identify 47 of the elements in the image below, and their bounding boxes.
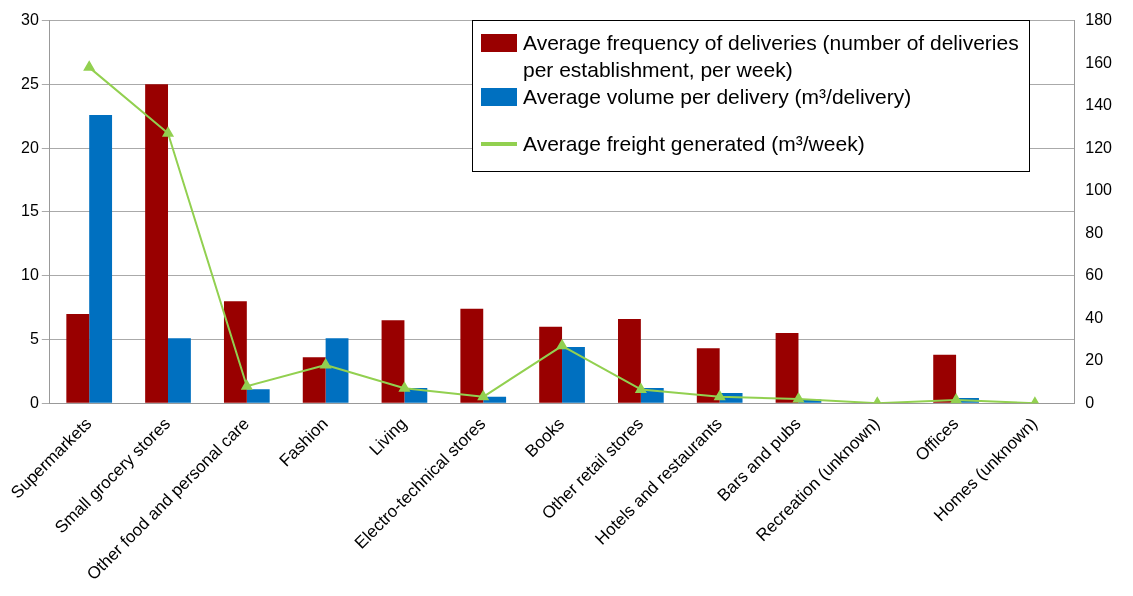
bar	[325, 338, 349, 403]
point	[162, 127, 174, 137]
point	[477, 390, 489, 401]
y2-tick-label: 120	[1085, 138, 1113, 156]
bar	[539, 326, 563, 403]
y2-tick-label: 160	[1085, 53, 1113, 71]
y-tick-label: 0	[29, 393, 39, 411]
point	[793, 392, 804, 403]
point	[399, 382, 410, 392]
point	[320, 358, 331, 369]
bar	[775, 333, 799, 403]
bar	[246, 389, 270, 403]
legend-label: Average freight generated (m³/week)	[523, 131, 865, 157]
bar	[562, 347, 585, 403]
y-tick-label: 15	[21, 202, 39, 220]
y-tick-label: 10	[21, 266, 39, 284]
y2-tick-label: 100	[1085, 181, 1113, 199]
bar	[460, 308, 484, 403]
y2-tick-label: 140	[1085, 96, 1113, 114]
y2-tick-label: 180	[1085, 11, 1113, 29]
legend-label: Average volume per delivery (m³/delivery)	[523, 84, 912, 110]
point	[83, 61, 95, 71]
bar	[933, 354, 957, 403]
bar	[66, 313, 90, 403]
point	[714, 390, 725, 401]
bar	[223, 301, 247, 403]
y-tick-label: 30	[21, 11, 39, 29]
y-tick-label: 5	[29, 329, 39, 347]
y-tick-label: 25	[21, 74, 39, 92]
point	[556, 339, 568, 350]
y2-tick-label: 80	[1085, 223, 1104, 241]
bar	[145, 84, 169, 403]
bar	[89, 114, 113, 403]
y2-tick-label: 60	[1085, 266, 1104, 284]
point	[241, 380, 253, 390]
point	[950, 394, 962, 404]
bar	[381, 320, 405, 403]
bar	[618, 319, 641, 403]
point	[635, 383, 647, 393]
legend-label: Average frequency of deliveries (number of deliveries per establishment, per week)	[523, 30, 1020, 83]
y2-tick-label: 0	[1085, 393, 1095, 411]
y2-tick-label: 20	[1085, 351, 1104, 369]
bar	[696, 348, 720, 403]
y2-tick-label: 40	[1085, 308, 1104, 326]
y-tick-label: 20	[21, 138, 39, 156]
bar	[168, 338, 191, 403]
bar	[302, 357, 326, 403]
